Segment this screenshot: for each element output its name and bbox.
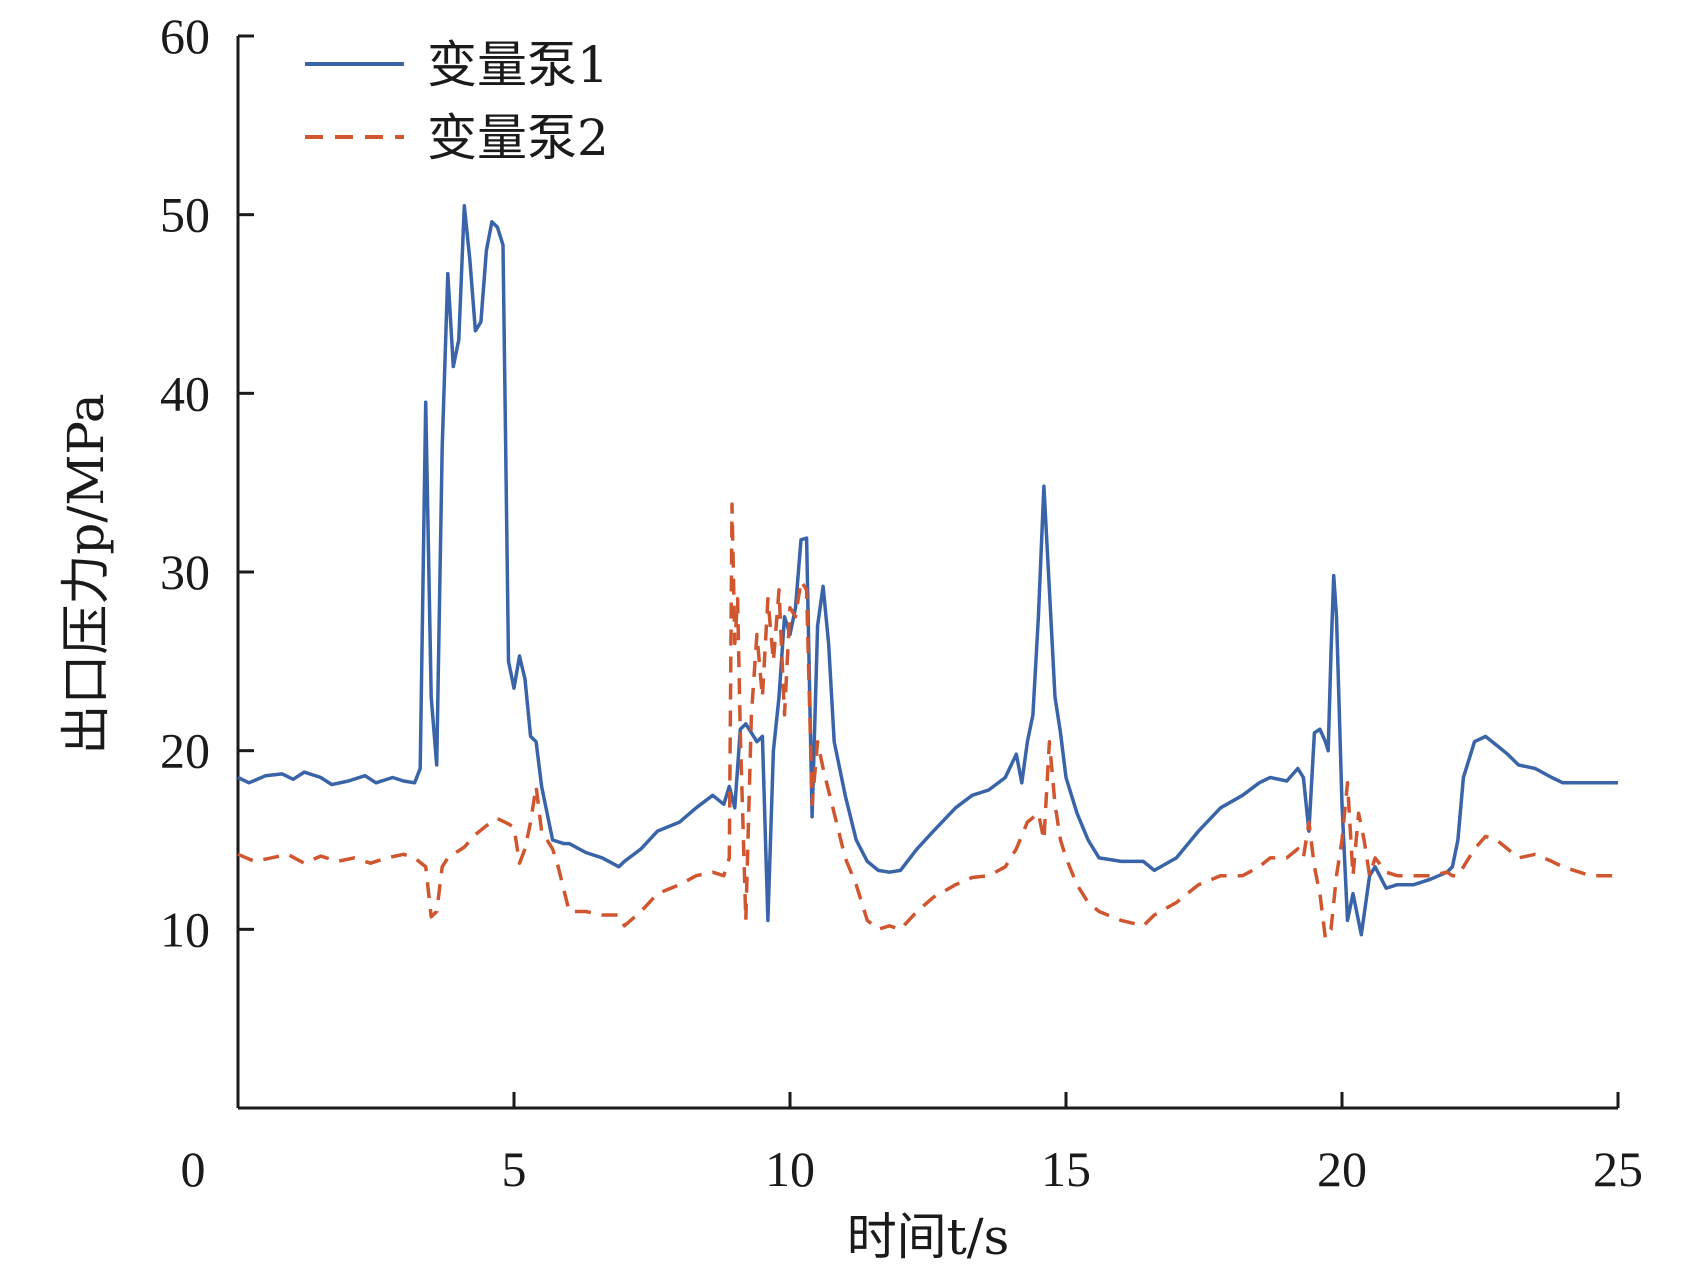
y-axis-title: 出口压力p/MPa (57, 393, 115, 754)
y-tick-label: 50 (160, 187, 210, 243)
x-axis-title: 时间t/s (847, 1208, 1010, 1266)
legend: 变量泵1 变量泵2 (305, 36, 609, 167)
x-ticks: 0 5 10 15 20 25 (181, 1092, 1643, 1197)
x-tick-label: 5 (502, 1141, 527, 1197)
y-tick-label: 40 (160, 365, 210, 421)
legend-label-series-1: 变量泵1 (427, 36, 609, 94)
series-line-1 (237, 203, 1618, 937)
x-tick-label: 25 (1593, 1141, 1643, 1197)
y-tick-label: 60 (160, 8, 210, 64)
y-tick-label: 30 (160, 544, 210, 600)
y-tick-label: 20 (160, 723, 210, 779)
series-line-2 (237, 502, 1618, 941)
legend-label-series-2: 变量泵2 (427, 109, 609, 167)
series-layer (237, 203, 1618, 941)
x-tick-label: 15 (1041, 1141, 1091, 1197)
x-tick-label: 0 (181, 1141, 206, 1197)
y-tick-label: 10 (160, 901, 210, 957)
x-tick-label: 20 (1317, 1141, 1367, 1197)
y-ticks: 10 20 30 40 50 60 (160, 8, 254, 957)
plot-area (236, 36, 1618, 1110)
x-tick-label: 10 (765, 1141, 815, 1197)
